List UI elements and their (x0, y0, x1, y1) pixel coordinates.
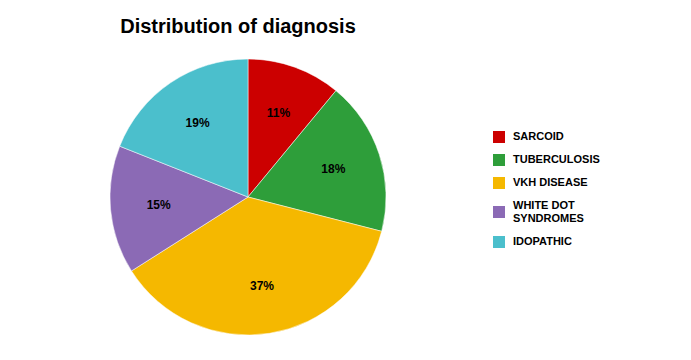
html-text:SARCOID: SARCOID (513, 130, 564, 142)
html-text:IDOPATHIC: IDOPATHIC (513, 235, 572, 247)
html-text:TUBERCULOSIS: TUBERCULOSIS (513, 153, 600, 165)
html-text:WHITE DOT SYNDROMES: WHITE DOT SYNDROMES (513, 199, 584, 224)
svg-text:19%: 19% (186, 116, 210, 130)
svg-text:18%: 18% (321, 162, 345, 176)
html-text:Distribution of diagnosis: Distribution of diagnosis (120, 15, 356, 37)
svg-text:37%: 37% (250, 279, 274, 293)
svg-text:11%: 11% (267, 106, 291, 120)
html-text:VKH DISEASE: VKH DISEASE (513, 176, 588, 188)
svg-text:15%: 15% (147, 198, 171, 212)
